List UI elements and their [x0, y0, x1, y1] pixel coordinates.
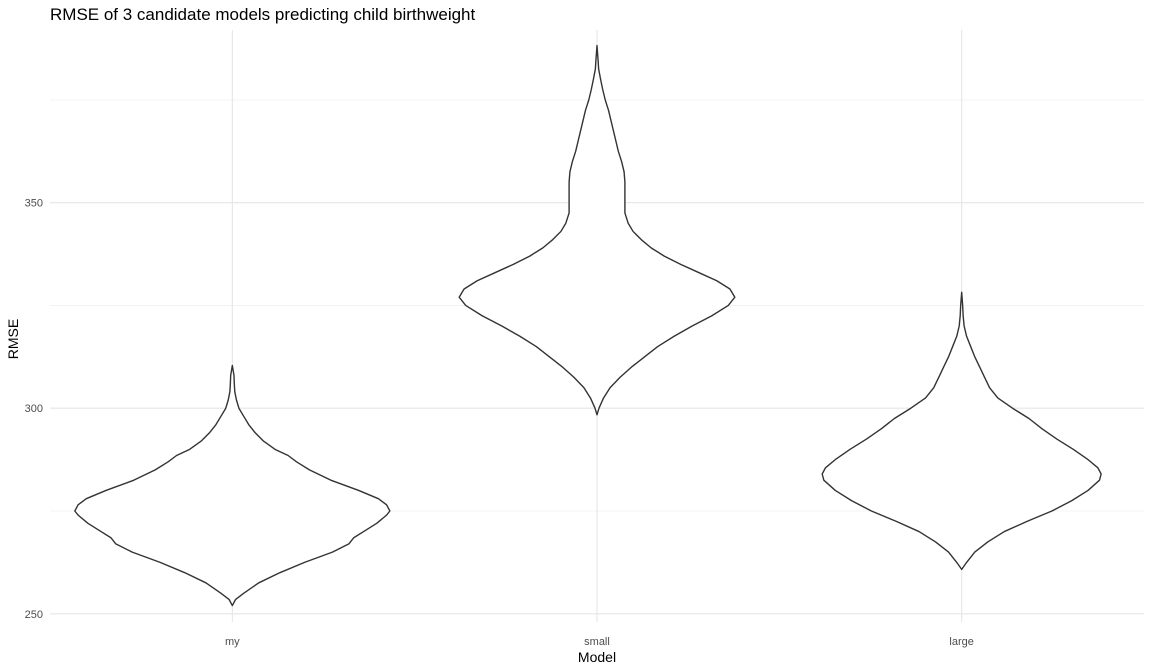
violin-small	[458, 44, 736, 416]
x-tick-label-small: small	[584, 636, 610, 648]
violins	[74, 44, 1102, 607]
y-tick-label: 250	[25, 609, 43, 621]
x-tick-label-large: large	[949, 636, 973, 648]
x-tick-label-my: my	[225, 636, 240, 648]
y-axis-title: RMSE	[5, 319, 21, 359]
y-tick-label: 350	[25, 198, 43, 210]
violin-large	[821, 291, 1102, 571]
violin-my	[74, 364, 391, 607]
tick-labels: 250 300 350 my small large	[25, 198, 974, 648]
x-axis-title: Model	[578, 649, 616, 665]
chart-title: RMSE of 3 candidate models predicting ch…	[50, 5, 476, 24]
y-tick-label: 300	[25, 403, 43, 415]
